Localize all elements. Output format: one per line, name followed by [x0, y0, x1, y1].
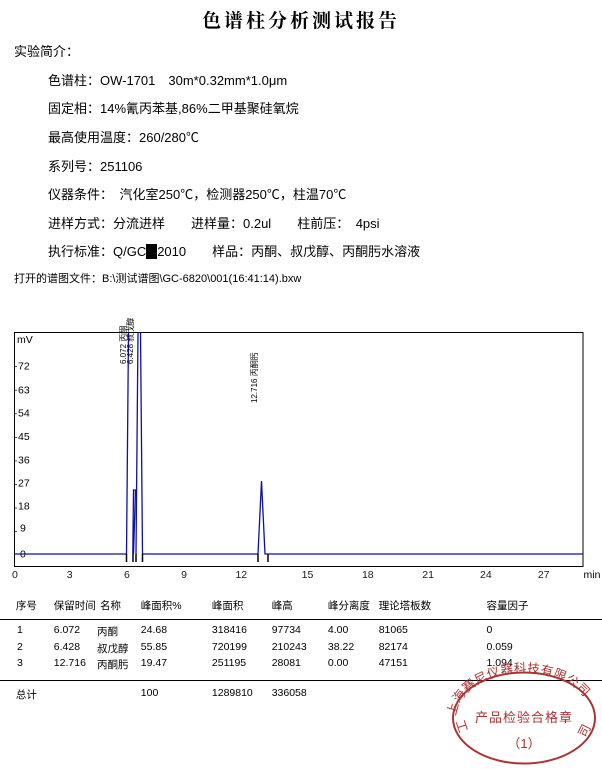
svg-text:司: 司: [572, 720, 595, 740]
svg-text:工: 工: [452, 717, 474, 735]
svg-text:（1）: （1）: [507, 736, 540, 751]
svg-text:产品检验合格章: 产品检验合格章: [475, 707, 573, 726]
